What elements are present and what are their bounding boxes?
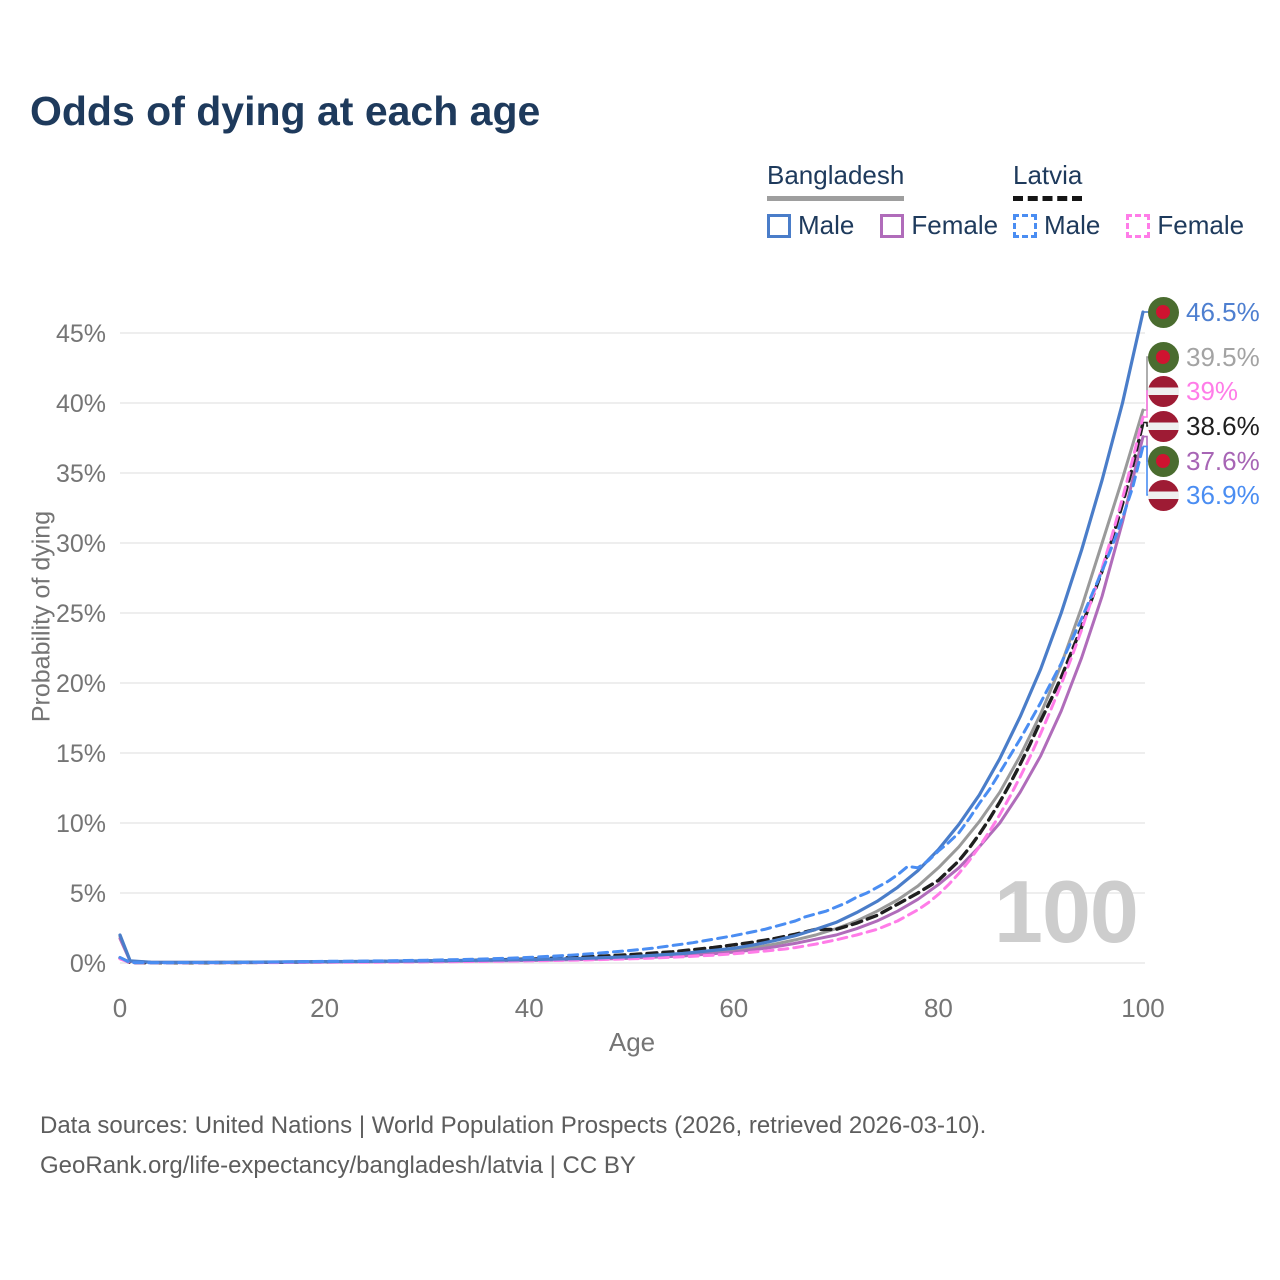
end-label-bangladesh-male: 46.5%	[1148, 295, 1260, 329]
legend-header-bangladesh: Bangladesh	[767, 160, 905, 201]
y-axis-title: Probability of dying	[27, 510, 56, 723]
end-label-latvia-male: 36.9%	[1148, 478, 1260, 512]
x-tick-label: 80	[924, 993, 953, 1023]
latvia-flag-icon	[1148, 375, 1179, 407]
end-label-value: 39%	[1186, 375, 1239, 406]
bangladesh-female-swatch-icon	[880, 213, 905, 238]
series-latvia-both	[118, 420, 1145, 965]
age-watermark: 100	[994, 862, 1139, 961]
end-label-value: 36.9%	[1186, 479, 1260, 510]
latvia-male-swatch-icon	[1013, 213, 1037, 238]
latvia-flag-icon	[1148, 410, 1179, 442]
legend-row-latvia: Male Female	[1013, 210, 1244, 241]
x-tick-label: 40	[515, 993, 544, 1023]
end-label-latvia-both: 38.6%	[1148, 409, 1260, 443]
legend-item-latvia-female: Female	[1126, 210, 1244, 241]
bangladesh-flag-icon	[1148, 296, 1179, 328]
bangladesh-flag-icon	[1148, 341, 1179, 373]
x-tick-label: 20	[310, 993, 339, 1023]
page-title: Odds of dying at each age	[30, 88, 541, 134]
y-tick-label: 45%	[56, 320, 106, 348]
y-tick-label: 25%	[56, 600, 106, 628]
legend-label: Male	[1044, 210, 1101, 240]
series-bangladesh-male	[118, 310, 1145, 964]
x-tick-label: 100	[1121, 993, 1164, 1023]
end-label-bangladesh-both: 39.5%	[1148, 340, 1260, 374]
y-tick-label: 0%	[70, 950, 106, 978]
legend-group-bangladesh: Bangladesh Male Female	[767, 160, 998, 241]
legend-header-latvia: Latvia	[1013, 160, 1083, 201]
y-tick-label: 40%	[56, 390, 106, 418]
end-label-value: 37.6%	[1186, 445, 1260, 476]
source-line-1: Data sources: United Nations | World Pop…	[40, 1112, 987, 1139]
latvia-female-swatch-icon	[1126, 213, 1151, 238]
legend-label: Male	[798, 210, 855, 240]
x-tick-label: 60	[719, 993, 748, 1023]
legend-row-bangladesh: Male Female	[767, 210, 998, 241]
source-attribution: Data sources: United Nations | World Pop…	[40, 1106, 986, 1186]
source-line-2: GeoRank.org/life-expectancy/bangladesh/l…	[40, 1152, 636, 1179]
series-bangladesh-both	[118, 408, 1145, 964]
legend-label: Female	[911, 210, 999, 240]
legend-item-bangladesh-male: Male	[767, 210, 854, 241]
bangladesh-male-swatch-icon	[767, 213, 791, 238]
latvia-flag-icon	[1148, 479, 1179, 511]
legend-item-latvia-male: Male	[1013, 210, 1100, 241]
bangladesh-flag-icon	[1148, 445, 1179, 477]
end-label-latvia-female: 39%	[1148, 374, 1238, 408]
y-tick-label: 5%	[70, 880, 106, 908]
end-label-value: 39.5%	[1186, 341, 1260, 372]
y-tick-label: 15%	[56, 740, 106, 768]
y-tick-label: 10%	[56, 810, 106, 838]
end-label-bangladesh-female: 37.6%	[1148, 444, 1260, 478]
series-bangladesh-female	[118, 435, 1145, 964]
series-latvia-male	[118, 444, 1145, 965]
legend-item-bangladesh-female: Female	[880, 210, 998, 241]
x-tick-label: 0	[113, 993, 127, 1023]
x-axis-title: Age	[608, 1027, 656, 1057]
end-label-value: 46.5%	[1186, 296, 1260, 327]
legend-group-latvia: Latvia Male Female	[1013, 160, 1244, 241]
legend-label: Female	[1157, 210, 1245, 240]
y-tick-label: 35%	[56, 460, 106, 488]
y-tick-label: 20%	[56, 670, 106, 698]
series-latvia-female	[118, 415, 1145, 965]
y-tick-label: 30%	[56, 530, 106, 558]
end-label-value: 38.6%	[1186, 410, 1260, 441]
